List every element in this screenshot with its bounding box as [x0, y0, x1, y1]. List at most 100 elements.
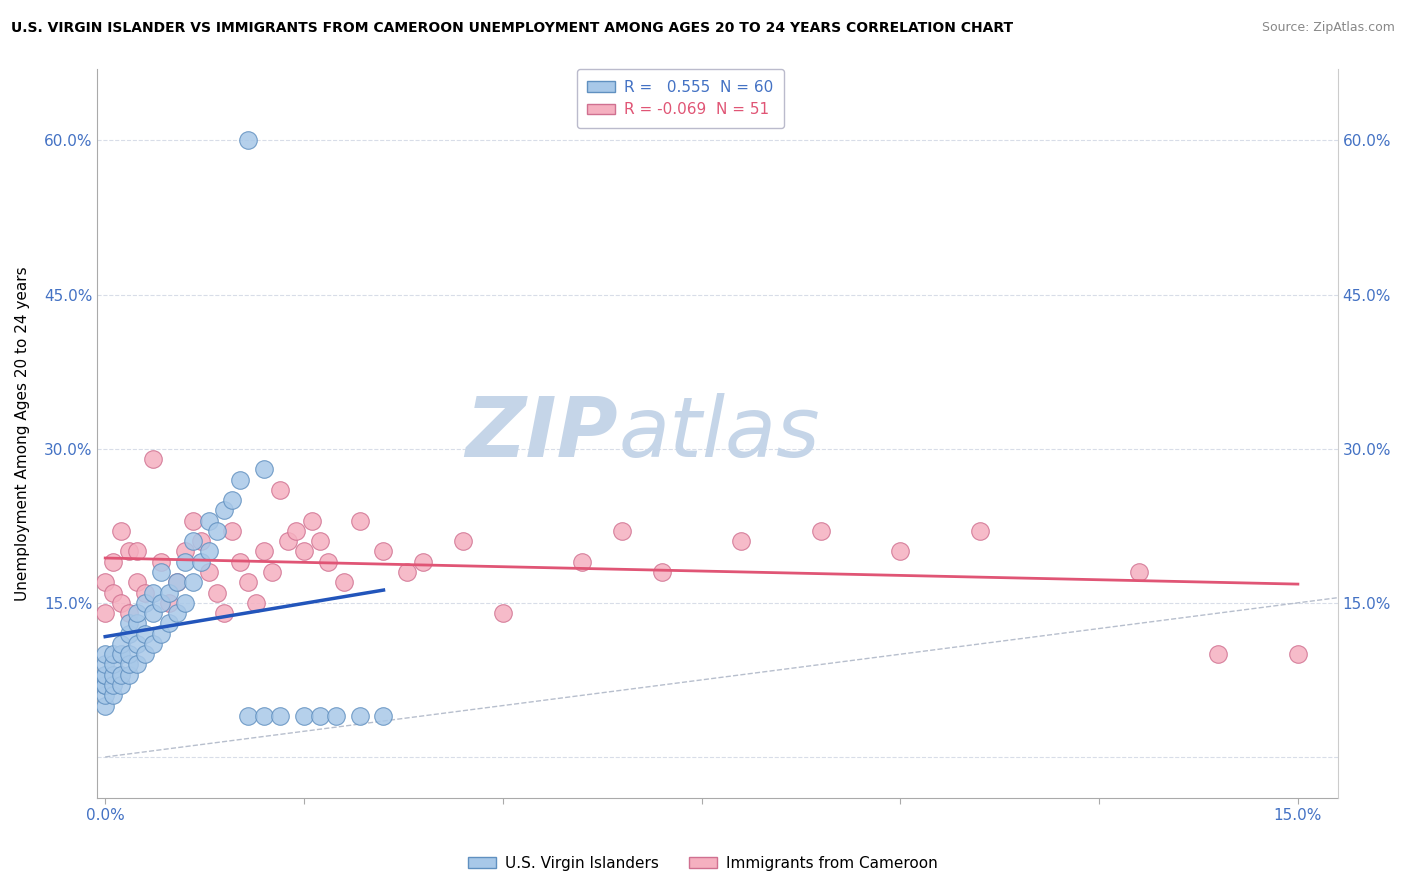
Point: [269, 483, 291, 497]
Point: [94, 678, 117, 692]
Point: [730, 534, 752, 549]
Point: [149, 565, 172, 579]
Point: [134, 596, 156, 610]
Point: [101, 667, 124, 681]
Point: [142, 637, 165, 651]
Point: [221, 493, 243, 508]
Point: [125, 637, 148, 651]
Point: [118, 647, 141, 661]
Point: [94, 575, 117, 590]
Point: [181, 514, 204, 528]
Point: [118, 667, 141, 681]
Point: [166, 575, 188, 590]
Point: [396, 565, 419, 579]
Point: [245, 596, 267, 610]
Point: [610, 524, 633, 538]
Point: [1128, 565, 1150, 579]
Point: [277, 534, 299, 549]
Text: atlas: atlas: [619, 392, 820, 474]
Point: [142, 452, 165, 467]
Point: [125, 544, 148, 558]
Point: [110, 647, 132, 661]
Point: [94, 678, 117, 692]
Text: Source: ZipAtlas.com: Source: ZipAtlas.com: [1261, 21, 1395, 34]
Point: [101, 647, 124, 661]
Point: [166, 575, 188, 590]
Point: [1286, 647, 1309, 661]
Point: [349, 514, 371, 528]
Point: [373, 709, 395, 723]
Point: [101, 657, 124, 672]
Point: [110, 524, 132, 538]
Point: [190, 534, 212, 549]
Point: [157, 585, 180, 599]
Point: [810, 524, 832, 538]
Point: [651, 565, 673, 579]
Point: [142, 606, 165, 620]
Point: [214, 606, 236, 620]
Point: [101, 585, 124, 599]
Point: [149, 555, 172, 569]
Point: [269, 709, 291, 723]
Point: [197, 565, 219, 579]
Text: ZIP: ZIP: [465, 392, 619, 474]
Point: [325, 709, 347, 723]
Point: [149, 626, 172, 640]
Point: [101, 688, 124, 702]
Point: [181, 534, 204, 549]
Point: [373, 544, 395, 558]
Point: [118, 606, 141, 620]
Point: [125, 616, 148, 631]
Point: [101, 555, 124, 569]
Point: [110, 667, 132, 681]
Point: [492, 606, 515, 620]
Point: [285, 524, 308, 538]
Point: [349, 709, 371, 723]
Point: [134, 626, 156, 640]
Point: [316, 555, 339, 569]
Point: [309, 534, 332, 549]
Point: [253, 462, 276, 476]
Point: [110, 678, 132, 692]
Point: [134, 585, 156, 599]
Point: [125, 575, 148, 590]
Point: [292, 709, 315, 723]
Point: [173, 596, 195, 610]
Point: [412, 555, 434, 569]
Point: [197, 544, 219, 558]
Point: [229, 473, 252, 487]
Point: [142, 585, 165, 599]
Point: [118, 544, 141, 558]
Point: [118, 626, 141, 640]
Point: [118, 616, 141, 631]
Point: [229, 555, 252, 569]
Point: [157, 616, 180, 631]
Point: [205, 524, 228, 538]
Point: [94, 657, 117, 672]
Point: [253, 544, 276, 558]
Point: [94, 667, 117, 681]
Y-axis label: Unemployment Among Ages 20 to 24 years: Unemployment Among Ages 20 to 24 years: [15, 266, 30, 600]
Point: [125, 657, 148, 672]
Point: [969, 524, 991, 538]
Point: [301, 514, 323, 528]
Point: [173, 544, 195, 558]
Point: [262, 565, 284, 579]
Point: [292, 544, 315, 558]
Point: [94, 647, 117, 661]
Point: [94, 688, 117, 702]
Point: [451, 534, 474, 549]
Point: [309, 709, 332, 723]
Point: [571, 555, 593, 569]
Point: [149, 596, 172, 610]
Point: [110, 596, 132, 610]
Point: [101, 678, 124, 692]
Point: [889, 544, 911, 558]
Point: [332, 575, 354, 590]
Point: [1208, 647, 1230, 661]
Point: [197, 514, 219, 528]
Point: [190, 555, 212, 569]
Point: [110, 637, 132, 651]
Point: [94, 606, 117, 620]
Point: [157, 596, 180, 610]
